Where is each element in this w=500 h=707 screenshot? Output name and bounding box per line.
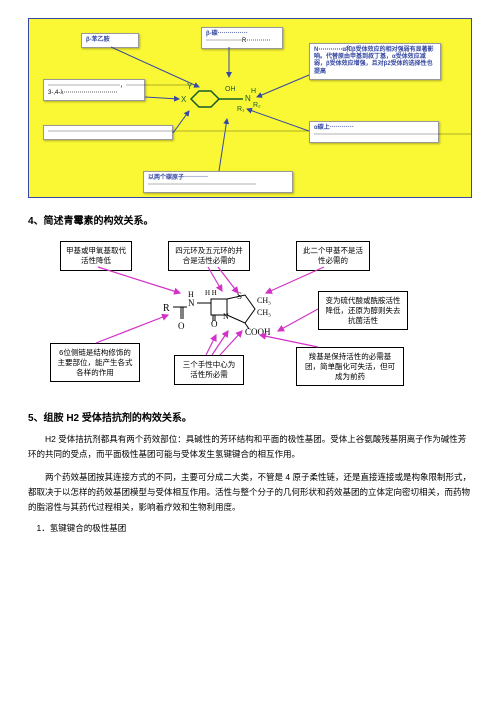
box-beta-carbon: β-碳⋯⋯⋯⋯⋯ ⋯⋯⋯⋯⋯⋯R⋯⋯⋯⋯ [201, 27, 283, 49]
paragraph-2: 两个药效基团按其连接方式的不同，主要可分成二大类，不管是 4 原子柔性链，还是直… [28, 470, 472, 515]
label-n: N [245, 94, 251, 103]
box-body: ⋯⋯⋯⋯⋯⋯R⋯⋯⋯⋯ [206, 38, 270, 44]
box-beta-phenylethylamine: β-苯乙胺 [81, 33, 139, 48]
sub-item-1: 1．氢键键合的极性基团 [28, 522, 472, 534]
molecule-svg: X Y OH N R₁ R₂ H [179, 81, 269, 131]
box-body: ⋯⋯⋯⋯⋯⋯⋯⋯⋯⋯⋯⋯⋯⋯⋯⋯⋯⋯ [148, 182, 256, 188]
box-two-carbon: 以两个碳原子⋯⋯⋯⋯ ⋯⋯⋯⋯⋯⋯⋯⋯⋯⋯⋯⋯⋯⋯⋯⋯⋯⋯ [143, 171, 293, 193]
box-title: 以两个碳原子⋯⋯⋯⋯ [148, 175, 208, 181]
diagram-penicillin: 甲基或甲氧基取代活性降低 四元环及五元环的并合是活性必需的 此二个甲基不是活性必… [28, 235, 472, 395]
box-ring-sub: ⋯⋯⋯⋯⋯⋯⋯⋯⋯⋯⋯⋯，⋯⋯⋯⋯⋯⋯⋯⋯⋯⋯⋯3-,4-λ⋯⋯⋯⋯⋯⋯⋯⋯⋯ [43, 79, 145, 101]
label-r2: R₂ [253, 102, 261, 109]
box-title: β-碳⋯⋯⋯⋯⋯ [206, 31, 248, 37]
box-body: ⋯⋯⋯⋯⋯⋯⋯⋯⋯⋯⋯⋯，⋯⋯⋯⋯⋯⋯⋯⋯⋯⋯⋯3-,4-λ⋯⋯⋯⋯⋯⋯⋯⋯⋯ [48, 83, 192, 96]
label-h: H [251, 88, 256, 95]
label-r1: R₁ [237, 106, 245, 113]
box-title: β-苯乙胺 [86, 37, 110, 43]
label-oh: OH [225, 86, 236, 93]
paragraph-1: H2 受体拮抗剂都具有两个药效部位：具碱性的芳环结构和平面的极性基团。受体上谷氨… [28, 432, 472, 462]
box-title: α碳上⋯⋯⋯⋯ [314, 125, 354, 131]
box-n-substitution: N⋯⋯⋯⋯α和β受体效应的相对强弱有显著影响。代替原由甲基到叔丁基，α受体效应减… [309, 43, 441, 80]
label-x: X [181, 95, 187, 104]
diagram-adrenergic: β-苯乙胺 β-碳⋯⋯⋯⋯⋯ ⋯⋯⋯⋯⋯⋯R⋯⋯⋯⋯ ⋯⋯⋯⋯⋯⋯⋯⋯⋯⋯⋯⋯，… [28, 18, 472, 198]
question-5-title: 5、组胺 H2 受体拮抗剂的构效关系。 [28, 409, 472, 424]
arrows-d2 [28, 235, 472, 395]
box-body: ⋯⋯⋯⋯⋯⋯⋯⋯⋯⋯⋯⋯⋯⋯⋯⋯⋯⋯⋯⋯⋯⋯⋯⋯⋯⋯⋯⋯⋯⋯⋯⋯⋯⋯ [314, 132, 472, 138]
box-alpha-carbon: α碳上⋯⋯⋯⋯ ⋯⋯⋯⋯⋯⋯⋯⋯⋯⋯⋯⋯⋯⋯⋯⋯⋯⋯⋯⋯⋯⋯⋯⋯⋯⋯⋯⋯⋯⋯⋯⋯… [309, 121, 439, 143]
question-4-title: 4、简述青霉素的构效关系。 [28, 212, 472, 227]
box-left-bottom: ⋯⋯⋯⋯⋯⋯⋯⋯⋯⋯⋯⋯⋯⋯⋯⋯⋯⋯⋯⋯⋯⋯⋯⋯⋯⋯⋯⋯⋯⋯⋯⋯⋯⋯⋯⋯⋯⋯⋯⋯… [43, 125, 173, 140]
molecule-structure: X Y OH N R₁ R₂ H [179, 81, 269, 131]
label-y: Y [187, 82, 193, 91]
box-body: N⋯⋯⋯⋯α和β受体效应的相对强弱有显著影响。代替原由甲基到叔丁基，α受体效应减… [314, 47, 434, 75]
